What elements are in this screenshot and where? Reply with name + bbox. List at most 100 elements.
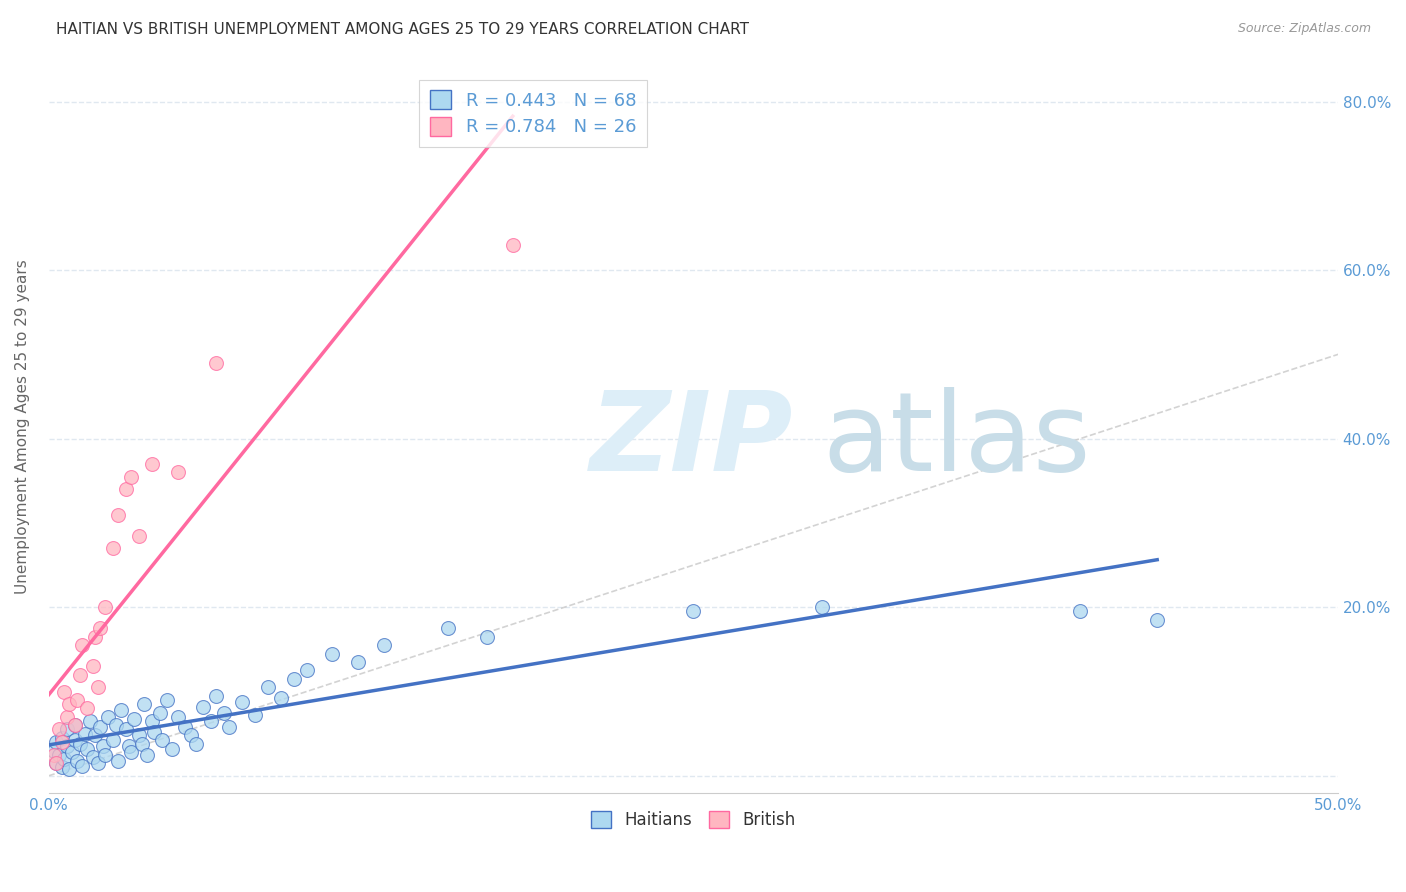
Point <box>104 718 127 732</box>
Point <box>184 737 207 751</box>
Point <box>141 457 163 471</box>
Point <box>128 728 150 742</box>
Point <box>66 693 89 707</box>
Point <box>56 723 79 737</box>
Point <box>218 720 240 734</box>
Point <box>107 754 129 768</box>
Point <box>103 541 125 556</box>
Point <box>150 733 173 747</box>
Point <box>115 723 138 737</box>
Point <box>141 714 163 728</box>
Point <box>166 466 188 480</box>
Point <box>135 747 157 762</box>
Point <box>156 693 179 707</box>
Text: ZIP: ZIP <box>591 387 793 494</box>
Point <box>475 630 498 644</box>
Point <box>193 699 215 714</box>
Point <box>53 684 76 698</box>
Point <box>45 756 67 771</box>
Point <box>72 758 94 772</box>
Point <box>91 739 114 754</box>
Point <box>811 600 834 615</box>
Point <box>42 747 65 762</box>
Point <box>53 752 76 766</box>
Point <box>56 710 79 724</box>
Point <box>97 710 120 724</box>
Point <box>76 742 98 756</box>
Point <box>103 733 125 747</box>
Point <box>79 714 101 728</box>
Point <box>42 743 65 757</box>
Point <box>347 655 370 669</box>
Point <box>58 697 80 711</box>
Point <box>45 735 67 749</box>
Point <box>162 742 184 756</box>
Point <box>373 638 395 652</box>
Point <box>69 737 91 751</box>
Point <box>60 745 83 759</box>
Point <box>257 681 280 695</box>
Point <box>73 727 96 741</box>
Point <box>84 630 107 644</box>
Point <box>48 747 70 762</box>
Point <box>110 703 132 717</box>
Point <box>66 754 89 768</box>
Point <box>82 750 104 764</box>
Point <box>205 689 228 703</box>
Point <box>682 605 704 619</box>
Point <box>295 664 318 678</box>
Point <box>502 238 524 252</box>
Point <box>122 712 145 726</box>
Point <box>131 737 153 751</box>
Point <box>118 739 141 754</box>
Text: HAITIAN VS BRITISH UNEMPLOYMENT AMONG AGES 25 TO 29 YEARS CORRELATION CHART: HAITIAN VS BRITISH UNEMPLOYMENT AMONG AG… <box>56 22 749 37</box>
Point <box>212 706 235 720</box>
Point <box>107 508 129 522</box>
Point <box>120 745 142 759</box>
Point <box>134 697 156 711</box>
Y-axis label: Unemployment Among Ages 25 to 29 years: Unemployment Among Ages 25 to 29 years <box>15 259 30 593</box>
Point <box>1146 613 1168 627</box>
Point <box>270 691 292 706</box>
Point <box>51 731 73 745</box>
Point <box>89 621 111 635</box>
Point <box>94 747 117 762</box>
Point <box>76 701 98 715</box>
Point <box>180 728 202 742</box>
Point <box>205 356 228 370</box>
Point <box>1069 605 1091 619</box>
Point <box>120 469 142 483</box>
Point <box>58 762 80 776</box>
Point <box>56 739 79 754</box>
Point <box>72 638 94 652</box>
Point <box>69 667 91 681</box>
Point <box>89 720 111 734</box>
Point <box>321 647 343 661</box>
Point <box>63 733 86 747</box>
Point <box>115 483 138 497</box>
Point <box>231 695 253 709</box>
Point <box>200 714 222 728</box>
Point <box>87 756 110 771</box>
Point <box>166 710 188 724</box>
Point <box>174 720 197 734</box>
Point <box>51 760 73 774</box>
Point <box>143 725 166 739</box>
Point <box>243 708 266 723</box>
Point <box>82 659 104 673</box>
Point <box>87 681 110 695</box>
Point <box>128 529 150 543</box>
Point <box>63 718 86 732</box>
Point <box>94 600 117 615</box>
Point <box>45 756 67 771</box>
Point <box>84 728 107 742</box>
Point <box>48 723 70 737</box>
Legend: Haitians, British: Haitians, British <box>585 804 801 836</box>
Point <box>437 621 460 635</box>
Text: atlas: atlas <box>823 387 1091 494</box>
Point <box>149 706 172 720</box>
Point <box>283 672 305 686</box>
Point <box>51 735 73 749</box>
Point <box>63 718 86 732</box>
Text: Source: ZipAtlas.com: Source: ZipAtlas.com <box>1237 22 1371 36</box>
